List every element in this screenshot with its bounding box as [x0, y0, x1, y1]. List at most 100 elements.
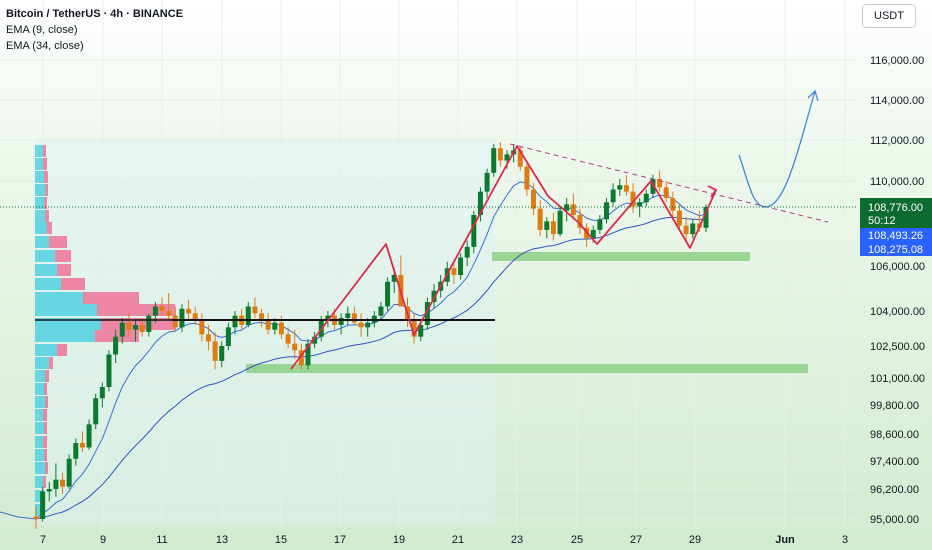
candle-down: [517, 150, 523, 167]
volume-profile-bar-down: [43, 476, 46, 488]
volume-profile-bar-up: [35, 210, 45, 222]
legend: Bitcoin / TetherUS · 4h · BINANCE EMA (9…: [6, 8, 183, 52]
y-tick-label: 116,000.00: [870, 55, 924, 67]
y-tick-label: 96,200.00: [870, 484, 919, 496]
candle-down: [358, 322, 364, 328]
ema-34-line: [35, 216, 707, 520]
volume-profile-bar-down: [83, 292, 139, 304]
volume-profile-bar-up: [35, 344, 57, 356]
currency-selector[interactable]: USDT: [862, 4, 916, 28]
candle-down: [139, 325, 145, 332]
candle-up: [219, 346, 225, 361]
x-tick-label: 11: [156, 534, 167, 546]
candle-up: [564, 204, 570, 211]
candle-up: [365, 322, 371, 328]
ema-slow-tag: 108,275.08: [868, 244, 923, 256]
volume-profile-bar-up: [35, 222, 47, 234]
candle-up: [99, 387, 105, 399]
candle-down: [670, 198, 676, 211]
volume-profile-bar-down: [45, 370, 49, 382]
candle-up: [378, 306, 384, 316]
y-tick-label: 112,000.00: [870, 135, 924, 147]
volume-profile-bar-up: [35, 409, 43, 421]
support-zone-lower: [246, 364, 808, 373]
candle-down: [205, 334, 211, 342]
volume-profile-bar-down: [44, 383, 47, 395]
candle-down: [663, 187, 669, 198]
y-tick-label: 101,000.00: [870, 373, 925, 385]
candle-up: [603, 202, 609, 220]
candle-down: [278, 322, 284, 335]
volume-profile-bar-down: [43, 436, 47, 448]
volume-profile-bar-up: [35, 184, 45, 196]
candle-up: [557, 210, 563, 235]
volume-profile-bar-up: [35, 357, 49, 369]
candle-up: [544, 221, 550, 230]
support-zones: [246, 252, 808, 373]
candle-up: [464, 246, 470, 258]
y-tick-label: 110,000.00: [870, 176, 924, 188]
volume-profile-bar-up: [35, 197, 44, 209]
candle-up: [424, 302, 430, 325]
candle-up: [66, 458, 72, 487]
candle-down: [451, 268, 457, 275]
support-zone-upper: [492, 252, 750, 261]
volume-profile-bar-up: [35, 250, 55, 262]
volume-profile-bar-down: [57, 264, 71, 276]
volume-profile-bar-up: [35, 236, 49, 248]
candle-up: [53, 479, 59, 489]
volume-profile-bar-up: [35, 504, 41, 516]
candle-down: [623, 185, 629, 192]
volume-profile-bar-down: [57, 344, 67, 356]
candle-up: [471, 215, 477, 247]
candle-down: [531, 189, 537, 209]
volume-profile-bar-down: [55, 250, 71, 262]
candle-down: [166, 311, 172, 316]
candle-up: [86, 424, 92, 448]
candle-down: [172, 315, 178, 328]
volume-profile-bar-up: [35, 383, 44, 395]
volume-profile-bar-down: [45, 184, 48, 196]
candle-up: [491, 148, 497, 173]
volume-profile-bar-down: [44, 422, 47, 434]
volume-profile-bar-down: [43, 158, 47, 170]
time-axis[interactable]: 7 9 11 13 15 17 19 21 23 25 27 29 Jun 3: [40, 534, 848, 546]
descending-trendline: [509, 143, 829, 223]
candle-down: [259, 313, 265, 321]
candle-up: [46, 489, 52, 492]
price-tags: 108,776.00 50:12 108,493.26 108,275.08: [860, 198, 932, 256]
candle-down: [192, 313, 198, 321]
candle-down: [630, 191, 636, 207]
legend-ema-slow: EMA (34, close): [6, 40, 84, 52]
countdown-tag: 50:12: [868, 215, 896, 227]
price-axis[interactable]: 116,000.00 114,000.00 112,000.00 110,000.00…: [870, 55, 925, 526]
volume-profile-bar-down: [47, 222, 52, 234]
legend-ema-fast: EMA (9, close): [6, 24, 78, 36]
volume-profile-bar-up: [35, 158, 43, 170]
candle-down: [676, 210, 682, 226]
candle-up: [312, 336, 318, 344]
candle-up: [146, 315, 152, 332]
volume-profile-bar-down: [44, 171, 48, 183]
volume-profile-bar-down: [45, 210, 49, 222]
candle-down: [126, 322, 132, 330]
volume-profile-bar-down: [101, 318, 175, 330]
candle-down: [351, 313, 357, 323]
candle-up: [305, 343, 311, 366]
candle-up: [690, 223, 696, 235]
projection-curve: [738, 90, 816, 208]
volume-profile: [35, 145, 175, 516]
x-tick-label: 15: [275, 534, 287, 546]
candle-up: [119, 322, 125, 337]
y-tick-label: 106,000.00: [870, 261, 925, 273]
candle-up: [179, 308, 185, 328]
candle-down: [285, 334, 291, 344]
candle-up: [610, 189, 616, 203]
candle-down: [186, 308, 192, 314]
volume-profile-bar-up: [35, 462, 45, 474]
volume-profile-bar-up: [35, 171, 44, 183]
x-tick-label: 17: [334, 534, 346, 546]
volume-profile-bar-down: [43, 145, 46, 157]
